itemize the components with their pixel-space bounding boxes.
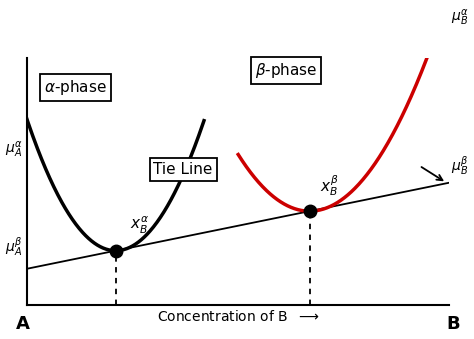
Text: $\beta$-phase: $\beta$-phase xyxy=(255,61,317,80)
Text: $\mu_A^\alpha$: $\mu_A^\alpha$ xyxy=(5,140,23,160)
Text: $\mu_B^\beta$: $\mu_B^\beta$ xyxy=(451,155,468,178)
X-axis label: Concentration of B  $\longrightarrow$: Concentration of B $\longrightarrow$ xyxy=(156,309,319,324)
Text: $\mu_A^\beta$: $\mu_A^\beta$ xyxy=(5,236,23,259)
Text: $\alpha$-phase: $\alpha$-phase xyxy=(44,78,107,97)
Text: $x_B^\beta$: $x_B^\beta$ xyxy=(320,173,339,198)
Text: A: A xyxy=(16,315,30,333)
Text: $\mu_B^\alpha$: $\mu_B^\alpha$ xyxy=(451,8,469,28)
Text: $x_B^\alpha$: $x_B^\alpha$ xyxy=(130,215,149,236)
Text: Tie Line: Tie Line xyxy=(154,162,213,177)
Text: B: B xyxy=(446,315,460,333)
